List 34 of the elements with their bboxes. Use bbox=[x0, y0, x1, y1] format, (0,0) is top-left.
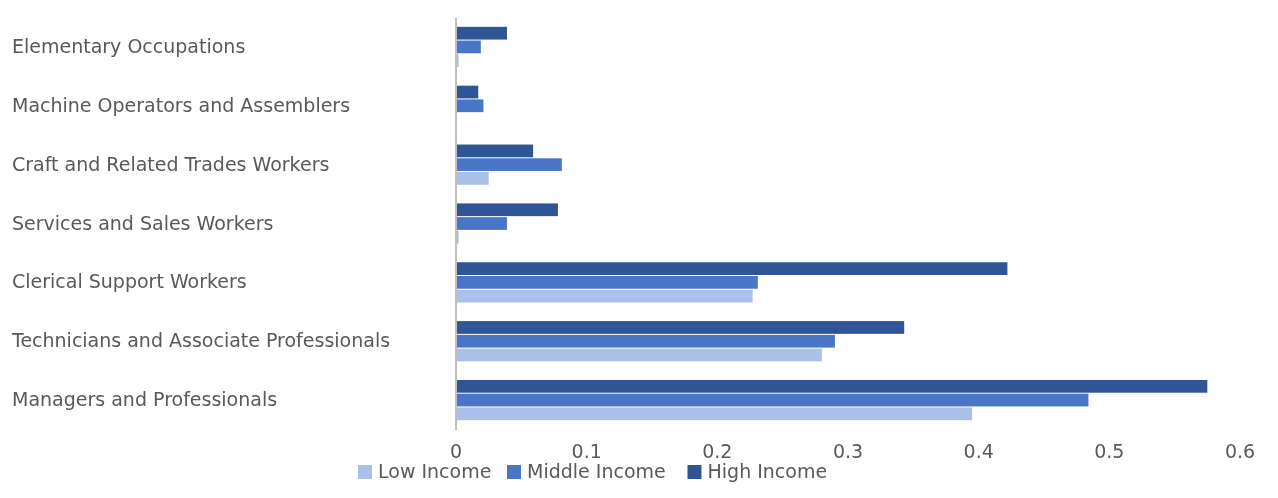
x-tick-label: 0.5 bbox=[1094, 440, 1125, 462]
bar bbox=[456, 379, 1208, 393]
y-tick-label: Technicians and Associate Professionals bbox=[11, 329, 391, 352]
y-tick-label: Services and Sales Workers bbox=[12, 211, 274, 234]
bar bbox=[456, 262, 1008, 275]
bar bbox=[456, 289, 753, 303]
x-tick-label: 0.2 bbox=[702, 440, 733, 462]
y-tick-label: Machine Operators and Assemblers bbox=[12, 93, 351, 116]
y-tick-label: Elementary Occupations bbox=[12, 34, 246, 57]
bar bbox=[456, 407, 973, 421]
y-tick-label: Craft and Related Trades Workers bbox=[12, 152, 330, 175]
y-tick-label: Clerical Support Workers bbox=[12, 270, 247, 293]
x-tick-label: 0.6 bbox=[1224, 440, 1256, 462]
bar bbox=[456, 275, 758, 289]
x-tick-label: 0.3 bbox=[832, 440, 864, 462]
bar bbox=[456, 99, 484, 113]
bar bbox=[456, 217, 507, 230]
legend-label: High Income bbox=[707, 460, 828, 482]
bar bbox=[456, 40, 481, 54]
bar bbox=[456, 172, 489, 185]
legend-label: Middle Income bbox=[527, 460, 666, 482]
bar bbox=[456, 393, 1089, 407]
x-tick-label: 0.4 bbox=[963, 440, 994, 462]
legend-label: Low Income bbox=[378, 460, 492, 482]
y-tick-label: Managers and Professionals bbox=[12, 388, 278, 411]
bar bbox=[456, 321, 905, 334]
x-tick-label: 0.1 bbox=[571, 440, 602, 462]
x-tick-label: 0 bbox=[449, 440, 463, 462]
bar bbox=[456, 348, 822, 362]
bar bbox=[456, 144, 534, 158]
bar bbox=[456, 203, 558, 217]
bar bbox=[456, 26, 507, 40]
bar bbox=[456, 334, 835, 348]
bar bbox=[456, 158, 562, 172]
